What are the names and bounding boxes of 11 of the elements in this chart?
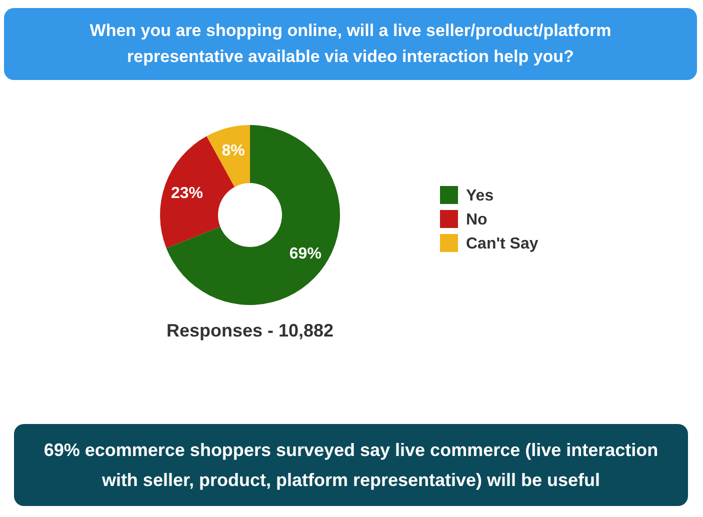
- text: Responses - 10,882: [166, 320, 334, 340]
- donut-slice: [206, 125, 250, 187]
- data-label: 69%: [289, 245, 322, 262]
- text: 69% ecommerce shoppers surveyed say live commerce (live interaction with seller, product, platform representative) will be useful: [14, 424, 688, 506]
- legend-label: Can't Say: [466, 236, 538, 253]
- data-label: 23%: [170, 184, 203, 202]
- data-label: 8%: [222, 142, 245, 160]
- donut-slice: [166, 125, 340, 305]
- legend-label: No: [466, 212, 488, 229]
- legend-label: Yes: [466, 188, 494, 205]
- chart-title: When you are shopping online, will a live seller/product/platform representative available via video interaction help you?: [4, 8, 697, 80]
